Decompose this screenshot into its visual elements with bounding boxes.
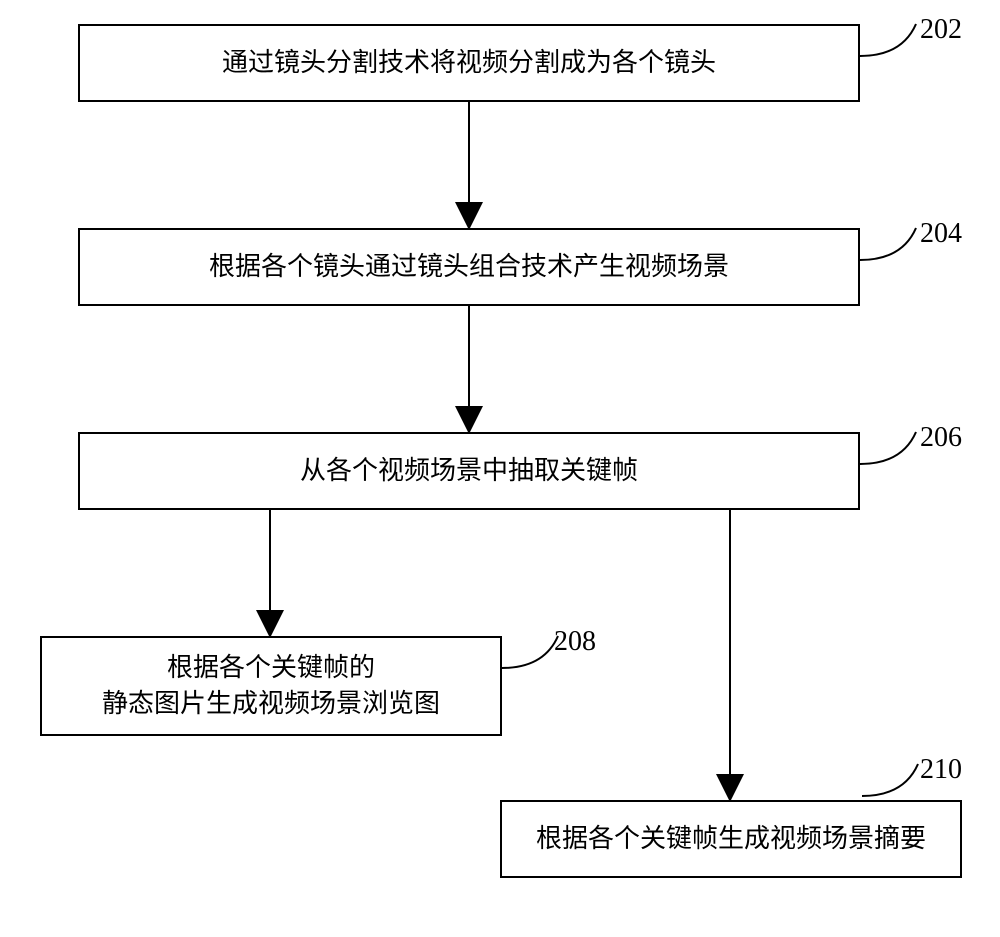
label-curve-208 bbox=[502, 636, 558, 668]
label-curve-210 bbox=[862, 764, 918, 796]
connectors-svg bbox=[0, 0, 1000, 937]
label-curve-206 bbox=[860, 432, 916, 464]
label-curve-204 bbox=[860, 228, 916, 260]
label-curve-202 bbox=[860, 24, 916, 56]
